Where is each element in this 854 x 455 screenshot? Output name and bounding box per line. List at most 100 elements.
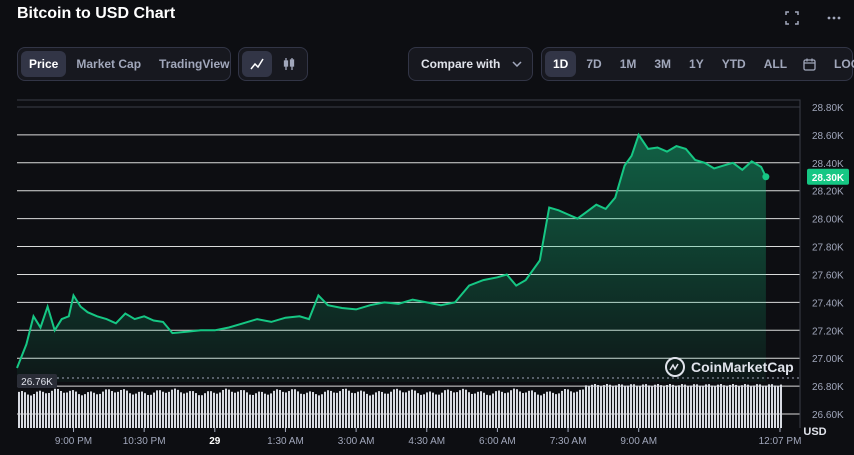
volume-bar: [204, 393, 206, 428]
range-7d[interactable]: 7D: [586, 57, 602, 71]
volume-bar: [594, 384, 596, 428]
range-ytd[interactable]: YTD: [721, 57, 746, 71]
volume-bar: [132, 394, 134, 428]
range-1y[interactable]: 1Y: [689, 57, 704, 71]
volume-bar: [537, 394, 539, 428]
volume-bar: [750, 385, 752, 428]
volume-bar: [72, 390, 74, 428]
volume-bar: [294, 389, 296, 428]
chart-style-toggle: [238, 47, 308, 81]
volume-bar: [156, 390, 158, 428]
volume-bar: [309, 391, 311, 428]
volume-bar: [36, 391, 38, 428]
log-scale-button[interactable]: LOG: [834, 57, 854, 71]
volume-bar: [564, 389, 566, 428]
volume-bar: [69, 390, 71, 428]
volume-bar: [363, 391, 365, 428]
date-picker-button[interactable]: [797, 51, 822, 77]
price-chart[interactable]: 28.80K 28.60K 28.40K 28.20K 28.00K 27.80K 27.6…: [0, 90, 854, 455]
volume-bar: [723, 385, 725, 428]
volume-bar: [756, 384, 758, 428]
range-all[interactable]: ALL: [763, 57, 788, 71]
y-tick-label: 27.00K: [812, 354, 844, 365]
volume-bar: [672, 384, 674, 428]
price-chart-svg: 28.80K 28.60K 28.40K 28.20K 28.00K 27.80K 27.6…: [16, 99, 849, 447]
volume-bar: [681, 384, 683, 428]
volume-bar: [660, 385, 662, 428]
volume-bar: [75, 391, 77, 428]
volume-bar: [393, 389, 395, 428]
volume-bar: [186, 392, 188, 428]
y-tick-label: 27.20K: [812, 326, 844, 337]
volume-bar: [78, 394, 80, 428]
volume-bar: [57, 388, 59, 428]
compare-with-dropdown[interactable]: Compare with: [408, 47, 533, 81]
volume-bar: [345, 388, 347, 428]
volume-bar: [642, 384, 644, 428]
y-tick-label: 27.60K: [812, 270, 844, 281]
volume-bar: [768, 384, 770, 428]
current-price-badge: 28.30K: [807, 168, 849, 185]
line-chart-button[interactable]: [242, 51, 272, 77]
page-title: Bitcoin to USD Chart: [17, 5, 176, 22]
range-1m[interactable]: 1M: [619, 57, 637, 71]
tab-market-cap[interactable]: Market Cap: [76, 57, 142, 71]
volume-bar: [234, 392, 236, 428]
volume-bar: [48, 392, 50, 428]
volume-bar: [735, 384, 737, 428]
volume-bar: [741, 385, 743, 428]
volume-bar: [249, 394, 251, 428]
x-tick-label: 29: [209, 436, 221, 447]
volume-bar: [336, 392, 338, 428]
volume-bar: [711, 385, 713, 428]
volume-bar: [570, 391, 572, 428]
volume-bar: [99, 393, 101, 428]
volume-bar: [27, 394, 29, 428]
volume-bar: [432, 392, 434, 428]
volume-bar: [126, 390, 128, 428]
tab-price[interactable]: Price: [21, 51, 67, 77]
fullscreen-icon[interactable]: [784, 10, 800, 26]
volume-bar: [252, 394, 254, 428]
tab-tradingview[interactable]: TradingView: [159, 57, 230, 71]
volume-bar: [492, 393, 494, 428]
volume-bar: [303, 394, 305, 428]
candlestick-chart-button[interactable]: [274, 51, 304, 77]
volume-bar: [378, 391, 380, 428]
volume-bar: [135, 393, 137, 428]
volume-bar: [276, 389, 278, 428]
volume-bar: [369, 395, 371, 428]
volume-bar: [540, 395, 542, 428]
volume-bar: [108, 389, 110, 428]
volume-bar: [780, 384, 782, 428]
y-tick-label: 27.80K: [812, 243, 844, 254]
volume-bar: [30, 395, 32, 428]
volume-bar: [588, 385, 590, 428]
volume-bar: [153, 392, 155, 428]
volume-bar: [630, 384, 632, 428]
volume-bar: [567, 389, 569, 428]
more-options-icon[interactable]: [826, 10, 842, 26]
volume-bar: [342, 388, 344, 428]
volume-bar: [60, 390, 62, 428]
volume-bar: [213, 392, 215, 428]
svg-text:26.76K: 26.76K: [21, 377, 53, 388]
coinmarketcap-logo-icon: [665, 357, 685, 377]
y-tick-label: 26.80K: [812, 382, 844, 393]
volume-bar: [732, 384, 734, 428]
range-3m[interactable]: 3M: [654, 57, 672, 71]
calendar-icon: [803, 58, 816, 71]
volume-bar: [483, 392, 485, 428]
volume-bar: [117, 391, 119, 428]
volume-bar: [438, 394, 440, 428]
volume-bar: [504, 393, 506, 428]
price-area-fill: [17, 134, 766, 382]
volume-bar: [573, 392, 575, 428]
y-tick-label: 28.00K: [812, 215, 844, 226]
volume-bar: [324, 391, 326, 428]
volume-bar: [675, 385, 677, 428]
time-range-tabs: 1D 7D 1M 3M 1Y YTD ALL LOG: [541, 47, 854, 81]
volume-bar: [42, 391, 44, 428]
volume-bar: [516, 389, 518, 428]
range-1d[interactable]: 1D: [545, 51, 577, 77]
